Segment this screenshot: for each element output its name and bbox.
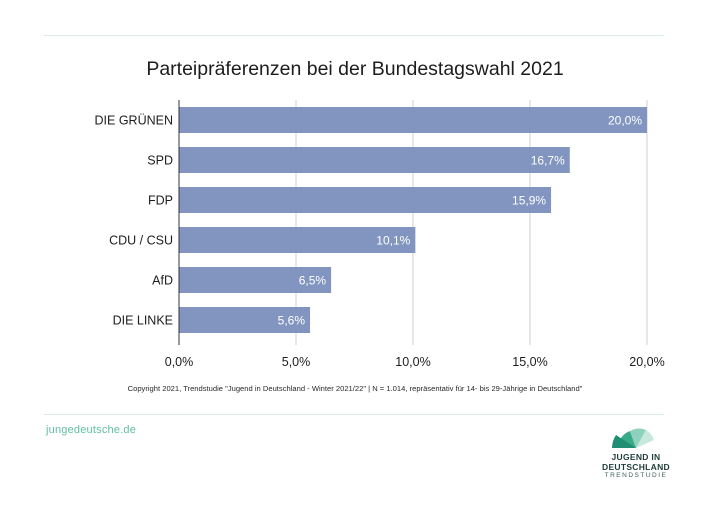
x-tick-label: 0,0% <box>165 355 194 369</box>
bottom-divider <box>44 414 664 415</box>
data-label: 20,0% <box>608 114 642 128</box>
data-label: 5,6% <box>278 314 306 328</box>
category-label: DIE LINKE <box>113 314 173 328</box>
website-link[interactable]: jungedeutsche.de <box>46 424 137 436</box>
x-tick-label: 5,0% <box>282 355 311 369</box>
category-label: DIE GRÜNEN <box>95 114 173 128</box>
bar <box>179 227 416 253</box>
jugend-in-deutschland-logo-icon <box>612 428 654 448</box>
bar <box>179 307 311 333</box>
bar <box>179 267 332 293</box>
category-label: SPD <box>147 154 173 168</box>
x-tick-label: 15,0% <box>512 355 547 369</box>
chart-title: Parteipräferenzen bei der Bundestagswahl… <box>146 58 564 80</box>
logo-text-line2: DEUTSCHLAND <box>602 462 670 472</box>
data-label: 16,7% <box>531 154 565 168</box>
bar <box>179 187 552 213</box>
bar <box>179 147 570 173</box>
x-tick-label: 10,0% <box>395 355 430 369</box>
logo-text-line3: TRENDSTUDIE <box>604 472 668 479</box>
source-note: Copyright 2021, Trendstudie "Jugend in D… <box>127 384 583 393</box>
data-label: 10,1% <box>376 234 410 248</box>
category-label: CDU / CSU <box>109 234 173 248</box>
data-label: 6,5% <box>299 274 327 288</box>
data-label: 15,9% <box>512 194 546 208</box>
x-tick-label: 20,0% <box>629 355 664 369</box>
bar <box>179 107 647 133</box>
logo-text-line1: JUGEND IN <box>611 452 661 462</box>
category-label: AfD <box>152 274 173 288</box>
category-label: FDP <box>148 194 173 208</box>
top-divider <box>44 35 664 36</box>
